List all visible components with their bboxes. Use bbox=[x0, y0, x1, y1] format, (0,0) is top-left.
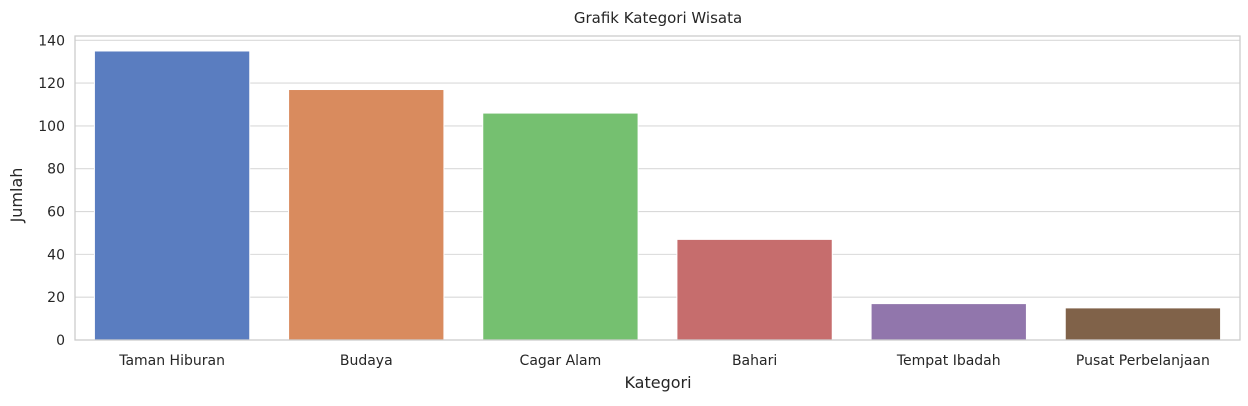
y-tick-label: 140 bbox=[38, 33, 65, 49]
bar-tempat-ibadah bbox=[870, 303, 1027, 341]
plot-frame bbox=[74, 35, 1241, 341]
y-tick-label: 120 bbox=[38, 76, 65, 92]
bar-taman-hiburan bbox=[93, 50, 251, 341]
y-tick-labels: 0 20 40 60 80 100 120 140 bbox=[38, 33, 65, 349]
x-tick-label: Taman Hiburan bbox=[118, 353, 225, 369]
grid-layer bbox=[75, 39, 1240, 341]
y-tick-label: 0 bbox=[56, 333, 65, 349]
bar-cagar-alam bbox=[482, 112, 639, 341]
x-tick-label: Cagar Alam bbox=[520, 353, 602, 369]
bar-pusat-perbelanjaan bbox=[1064, 307, 1222, 341]
y-tick-label: 60 bbox=[47, 205, 65, 221]
y-tick-label: 80 bbox=[47, 162, 65, 178]
y-tick-label: 40 bbox=[47, 247, 65, 263]
y-axis-label: Jumlah bbox=[7, 168, 26, 224]
x-tick-label: Bahari bbox=[732, 353, 777, 369]
plot-border bbox=[74, 35, 1241, 341]
y-tick-label: 100 bbox=[38, 119, 65, 135]
chart-title: Grafik Kategori Wisata bbox=[574, 9, 742, 27]
y-tick-label: 20 bbox=[47, 290, 65, 306]
x-axis-label: Kategori bbox=[624, 373, 691, 392]
x-tick-label: Budaya bbox=[340, 353, 393, 369]
bar-bahari bbox=[676, 238, 833, 341]
bar-budaya bbox=[288, 89, 445, 341]
bar-layer bbox=[93, 50, 1222, 341]
x-tick-labels: Taman Hiburan Budaya Cagar Alam Bahari Tempa… bbox=[118, 353, 1210, 369]
x-tick-label: Pusat Perbelanjaan bbox=[1076, 353, 1210, 369]
x-tick-label: Tempat Ibadah bbox=[896, 353, 1001, 369]
